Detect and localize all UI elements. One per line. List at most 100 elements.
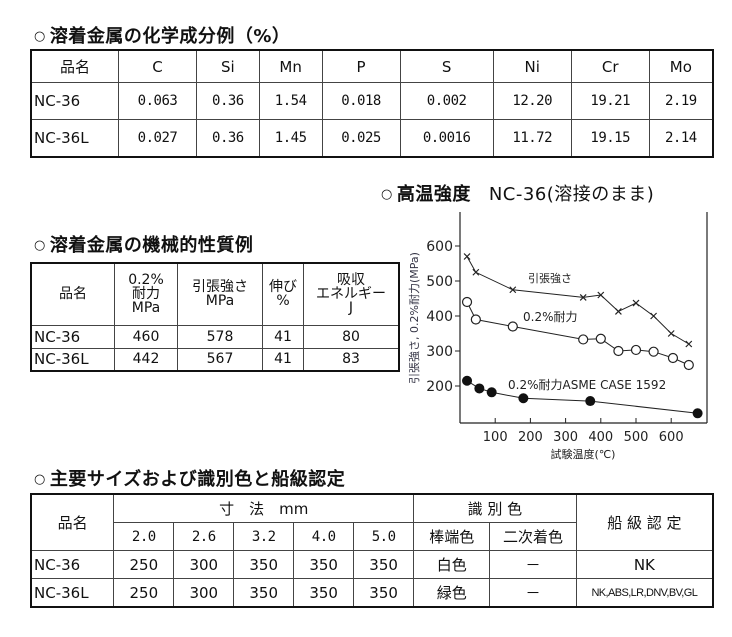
x-marker-icon: [472, 268, 480, 276]
table-header-row: 品名 C Si Mn P S Ni Cr Mo: [30, 49, 714, 83]
open-circle-marker-icon: [470, 314, 481, 325]
value-mn: 1.45: [258, 119, 323, 158]
annotation-proof-stress: 0.2%耐力: [523, 310, 578, 324]
classification: NK: [575, 550, 714, 579]
filled-circle-marker-icon: [462, 375, 473, 386]
table-row: NC-36L 442 567 41 83: [30, 347, 400, 372]
header-si: Si: [196, 49, 260, 83]
header-absorbed-energy: 吸収 エネルギー J: [303, 262, 400, 326]
header-mn: Mn: [258, 49, 323, 83]
open-circle-marker-icon: [667, 352, 679, 364]
table-row: NC-36 460 578 41 80: [30, 324, 400, 349]
dim-5-0: 5.0: [353, 522, 415, 551]
value-elongation: 41: [262, 324, 304, 349]
value-si: 0.36: [196, 82, 260, 120]
end-color: 緑色: [413, 578, 491, 608]
bullet-icon: ○: [34, 472, 46, 487]
y-axis-label: 引張強さ, 0.2%耐力(MPa): [407, 252, 421, 384]
open-circle-marker-icon: [595, 333, 606, 344]
sizes-colors-table: 品名 寸 法 mm 識 別 色 船 級 認 定 2.0 2.6 3.2 4.0 …: [30, 493, 714, 608]
open-circle-marker-icon: [683, 359, 694, 371]
table-header-row: 品名 寸 法 mm 識 別 色 船 級 認 定: [30, 493, 714, 551]
header-secondary-color: 二次着色: [489, 522, 577, 551]
annotation-asme: 0.2%耐力ASME CASE 1592: [508, 378, 666, 392]
header-name: 品名: [30, 493, 115, 551]
value-tensile-strength: 567: [177, 347, 263, 372]
value-c: 0.063: [118, 82, 197, 120]
x-tick-label: 600: [659, 430, 684, 445]
filled-circle-marker-icon: [474, 383, 485, 394]
length-value: 350: [293, 578, 355, 608]
table-row: NC-36 0.063 0.36 1.54 0.018 0.002 12.20 …: [30, 82, 714, 120]
length-value: 350: [353, 578, 415, 608]
value-absorbed-energy: 80: [303, 324, 400, 349]
header-mo: Mo: [648, 49, 714, 83]
x-axis-label: 試験温度(℃): [551, 447, 616, 461]
value-p: 0.025: [321, 119, 401, 158]
header-name: 品名: [30, 49, 119, 83]
x-tick-label: 100: [483, 430, 508, 445]
length-value: 350: [353, 550, 415, 579]
header-elongation: 伸び%: [262, 262, 304, 326]
open-circle-marker-icon: [461, 296, 473, 308]
value-proof-stress: 442: [114, 347, 178, 372]
header-ni: Ni: [492, 49, 572, 83]
dim-3-2: 3.2: [233, 522, 295, 551]
dim-2-6: 2.6: [173, 522, 235, 551]
value-si: 0.36: [196, 119, 260, 158]
header-proof-stress: 0.2% 耐力 MPa: [114, 262, 178, 326]
y-tick-label: 500: [426, 274, 453, 290]
header-dimensions: 寸 法 mm: [113, 493, 415, 523]
high-temp-section-title: ○ 高温強度 NC-36(溶接のまま): [381, 184, 655, 205]
value-proof-stress: 460: [114, 324, 178, 349]
value-s: 0.002: [399, 82, 494, 120]
length-value: 300: [173, 578, 235, 608]
x-tick-label: 500: [624, 430, 649, 445]
value-s: 0.0016: [399, 119, 494, 158]
mechanical-properties-table: 品名 0.2% 耐力 MPa 引張強さ MPa 伸び% 吸収 エネルギー J NC-36 …: [30, 262, 400, 372]
x-marker-icon: [463, 253, 471, 260]
table-row: NC-36 250 300 350 350 350 白色 － NK: [30, 550, 714, 579]
value-mo: 2.14: [648, 119, 714, 158]
filled-circle-marker-icon: [486, 387, 497, 398]
open-circle-marker-icon: [613, 345, 624, 357]
end-color: 白色: [413, 550, 491, 579]
product-name: NC-36: [30, 550, 115, 579]
x-marker-icon: [667, 330, 675, 337]
mechanical-section-title: ○ 溶着金属の機械的性質例: [34, 235, 254, 256]
header-identification-color: 識 別 色: [413, 493, 577, 523]
series-line-0: [466, 256, 690, 345]
header-c: C: [118, 49, 197, 83]
sizes-section-title: ○ 主要サイズおよび識別色と船級認定: [34, 469, 346, 490]
bullet-icon: ○: [34, 238, 46, 253]
filled-circle-marker-icon: [518, 393, 529, 404]
filled-circle-marker-icon: [692, 408, 703, 419]
product-name: NC-36: [30, 82, 119, 120]
value-ni: 11.72: [492, 119, 572, 158]
x-marker-icon: [509, 286, 517, 294]
chemical-section-title: ○ 溶着金属の化学成分例（%）: [34, 26, 291, 47]
header-end-color: 棒端色: [413, 522, 491, 551]
open-circle-marker-icon: [630, 344, 642, 356]
x-marker-icon: [614, 308, 622, 315]
y-tick-label: 200: [426, 379, 453, 395]
table-row: NC-36L 0.027 0.36 1.45 0.025 0.0016 11.7…: [30, 119, 714, 158]
open-circle-marker-icon: [648, 346, 659, 357]
value-ni: 12.20: [492, 82, 572, 120]
header-tensile-strength: 引張強さ MPa: [177, 262, 263, 326]
product-name: NC-36L: [30, 119, 119, 158]
open-circle-marker-icon: [507, 321, 518, 332]
product-name: NC-36: [30, 324, 115, 349]
table-row: NC-36L 250 300 350 350 350 緑色 － NK,ABS,L…: [30, 578, 714, 608]
dim-4-0: 4.0: [293, 522, 355, 551]
x-marker-icon: [579, 294, 587, 301]
header-p: P: [321, 49, 401, 83]
length-value: 250: [113, 550, 175, 579]
length-value: 350: [233, 578, 295, 608]
value-c: 0.027: [118, 119, 197, 158]
length-value: 350: [293, 550, 355, 579]
value-absorbed-energy: 83: [303, 347, 400, 372]
value-tensile-strength: 578: [177, 324, 263, 349]
x-marker-icon: [632, 299, 640, 307]
value-p: 0.018: [321, 82, 401, 120]
